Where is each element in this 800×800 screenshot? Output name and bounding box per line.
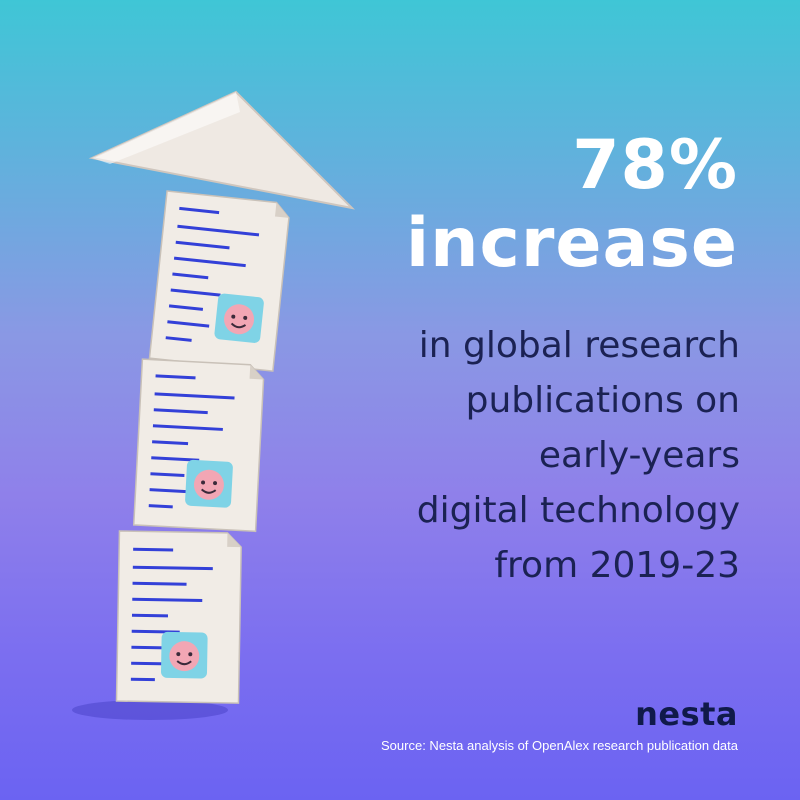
baby-face-icon (185, 459, 233, 508)
description-line: digital technology (416, 490, 740, 531)
arrow-up-icon (88, 90, 356, 210)
description-line: publications on (465, 380, 740, 421)
headline-word: increase (405, 204, 738, 283)
ground-shadow (72, 700, 228, 720)
document-icon (148, 190, 290, 372)
description: in global research publications on early… (220, 318, 740, 593)
document-icon (115, 530, 242, 704)
baby-face-icon (214, 293, 264, 343)
description-line: in global research (418, 325, 740, 366)
description-line: from 2019-23 (494, 545, 740, 586)
brand-logo: nesta (635, 695, 738, 733)
headline-stat: 78% (572, 126, 738, 205)
baby-face-icon (161, 631, 208, 679)
source-note: Source: Nesta analysis of OpenAlex resea… (381, 738, 738, 753)
document-icon (132, 358, 265, 533)
description-line: early-years (538, 435, 740, 476)
